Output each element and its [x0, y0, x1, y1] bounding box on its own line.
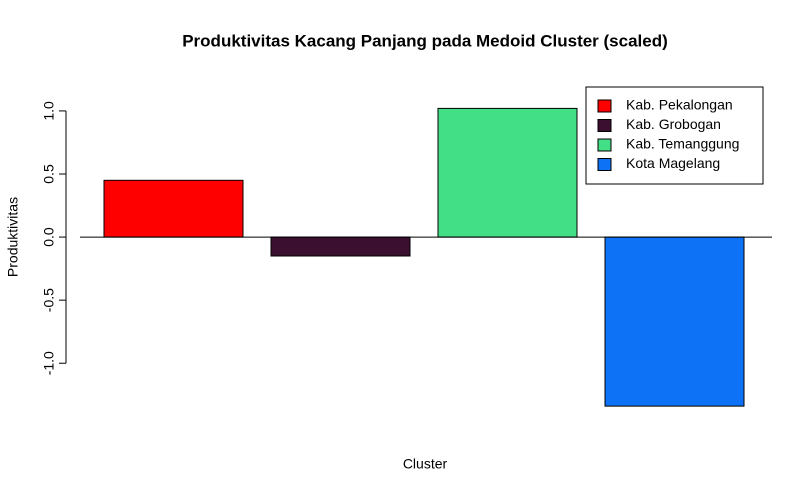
y-tick-label: -1.0: [41, 351, 57, 375]
chart-title: Produktivitas Kacang Panjang pada Medoid…: [182, 31, 668, 50]
legend-label: Kab. Temanggung: [626, 136, 739, 152]
bar: [103, 179, 244, 238]
legend-swatch: [597, 119, 612, 132]
y-tick-label: 0.5: [41, 164, 57, 184]
legend-swatch: [597, 99, 612, 113]
bar: [604, 236, 745, 407]
y-tick-label: 1.0: [41, 101, 57, 121]
y-axis-label: Produktivitas: [5, 197, 21, 277]
legend-label: Kab. Grobogan: [626, 116, 721, 132]
legend-swatch: [597, 158, 612, 171]
legend-label: Kab. Pekalongan: [626, 97, 733, 113]
legend-swatch: [597, 138, 612, 152]
legend-label: Kota Magelang: [626, 155, 720, 171]
legend-box: [585, 86, 764, 185]
y-tick-label: 0.0: [41, 227, 57, 247]
bar: [270, 236, 411, 257]
x-axis-label: Cluster: [403, 456, 448, 472]
bar: [437, 107, 578, 238]
y-tick-label: -0.5: [41, 288, 57, 312]
